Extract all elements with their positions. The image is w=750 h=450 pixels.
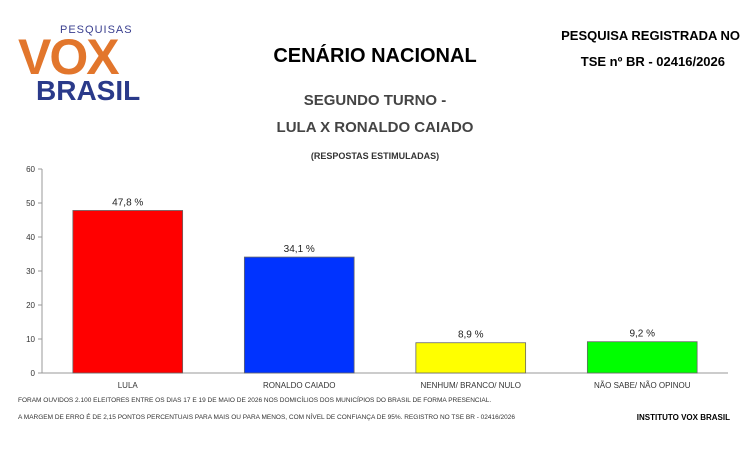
bar-value-label: 8,9 % — [458, 330, 484, 341]
bar — [415, 342, 527, 374]
bar-value-label: 47,8 % — [112, 197, 143, 208]
chart-subtitle-2: LULA X RONALDO CAIADO — [276, 119, 474, 136]
bar-value-label: 34,1 % — [284, 244, 315, 255]
y-tick-label: 0 — [31, 369, 36, 378]
vox-brasil-logo: PESQUISAS VOX BRASIL — [18, 24, 153, 108]
y-tick-label: 10 — [26, 335, 35, 344]
page-title: CENÁRIO NACIONAL — [273, 45, 477, 67]
chart-subtitle-1: SEGUNDO TURNO - — [303, 92, 447, 109]
y-tick-label: 20 — [26, 301, 35, 310]
bar — [72, 210, 184, 374]
bar-value-label: 9,2 % — [629, 329, 655, 340]
bar-chart: 0 10 20 30 40 50 60 47,8 % LULA 34,1 % RONALDO CAI… — [26, 165, 728, 390]
bar — [243, 256, 355, 374]
x-category-label: RONALDO CAIADO — [263, 381, 335, 390]
logo-brasil-text: BRASIL — [36, 75, 141, 106]
methodology-note: FORAM OUVIDOS 2.100 ELEITORES ENTRE OS D… — [18, 397, 492, 404]
x-category-label: NENHUM/ BRANCO/ NULO — [421, 381, 521, 390]
bar — [586, 341, 698, 374]
margin-of-error-note: A MARGEM DE ERRO É DE 2,15 PONTOS PERCEN… — [18, 414, 516, 421]
y-tick-label: 30 — [26, 267, 35, 276]
y-tick-label: 50 — [26, 199, 35, 208]
y-tick-label: 40 — [26, 233, 35, 242]
logo-vox-text: VOX — [18, 29, 120, 85]
institute-name: INSTITUTO VOX BRASIL — [636, 413, 730, 422]
y-tick-label: 60 — [26, 165, 35, 174]
chart-subtitle-3: (RESPOSTAS ESTIMULADAS) — [310, 151, 440, 161]
registration-line-2: TSE nº BR - 02416/2026 — [580, 54, 725, 69]
x-category-label: NÃO SABE/ NÃO OPINOU — [594, 381, 691, 390]
registration-line-1: PESQUISA REGISTRADA NO — [561, 28, 740, 43]
x-category-label: LULA — [118, 381, 139, 390]
logo-pesquisas-text: PESQUISAS — [60, 24, 133, 36]
